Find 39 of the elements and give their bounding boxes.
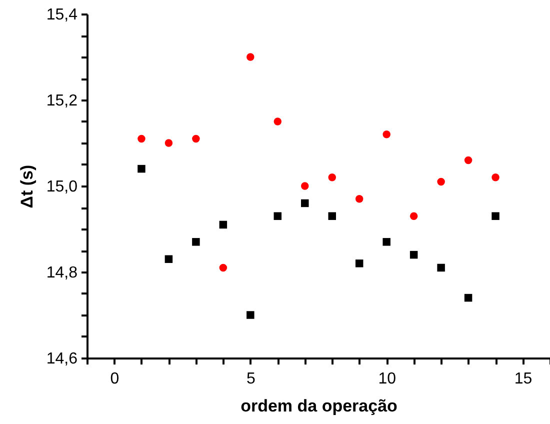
point	[355, 195, 364, 203]
point	[464, 294, 472, 302]
point	[464, 156, 472, 164]
x-tick-label: 5	[246, 370, 256, 388]
point	[192, 238, 200, 246]
x-axis-title: ordem da operação	[240, 396, 398, 416]
point	[138, 164, 146, 173]
point	[410, 250, 418, 259]
y-axis-title: Δt (s)	[17, 164, 36, 208]
y-tick-label: 14,6	[46, 350, 78, 368]
point	[219, 220, 228, 229]
point	[164, 255, 173, 263]
point	[246, 53, 254, 61]
point	[246, 311, 254, 319]
point	[328, 212, 336, 220]
point	[382, 238, 390, 246]
point	[164, 139, 173, 147]
point	[492, 212, 500, 220]
point	[437, 264, 445, 272]
point	[355, 260, 364, 268]
point	[492, 174, 500, 182]
point	[410, 212, 418, 220]
point	[138, 134, 146, 143]
point	[301, 182, 309, 190]
point	[219, 264, 228, 272]
x-tick-label: 15	[514, 370, 532, 388]
x-tick-label: 10	[378, 370, 396, 388]
y-tick-label: 15,0	[46, 178, 78, 196]
point	[382, 130, 390, 138]
y-tick-label: 15,2	[46, 92, 78, 110]
x-tick-label: 0	[110, 370, 120, 388]
point	[437, 178, 445, 186]
point	[274, 212, 282, 220]
point	[274, 118, 282, 126]
y-tick-label: 14,8	[46, 264, 78, 282]
point	[328, 174, 336, 182]
y-tick-label: 15,4	[46, 6, 78, 24]
point	[301, 199, 309, 208]
point	[192, 134, 200, 143]
